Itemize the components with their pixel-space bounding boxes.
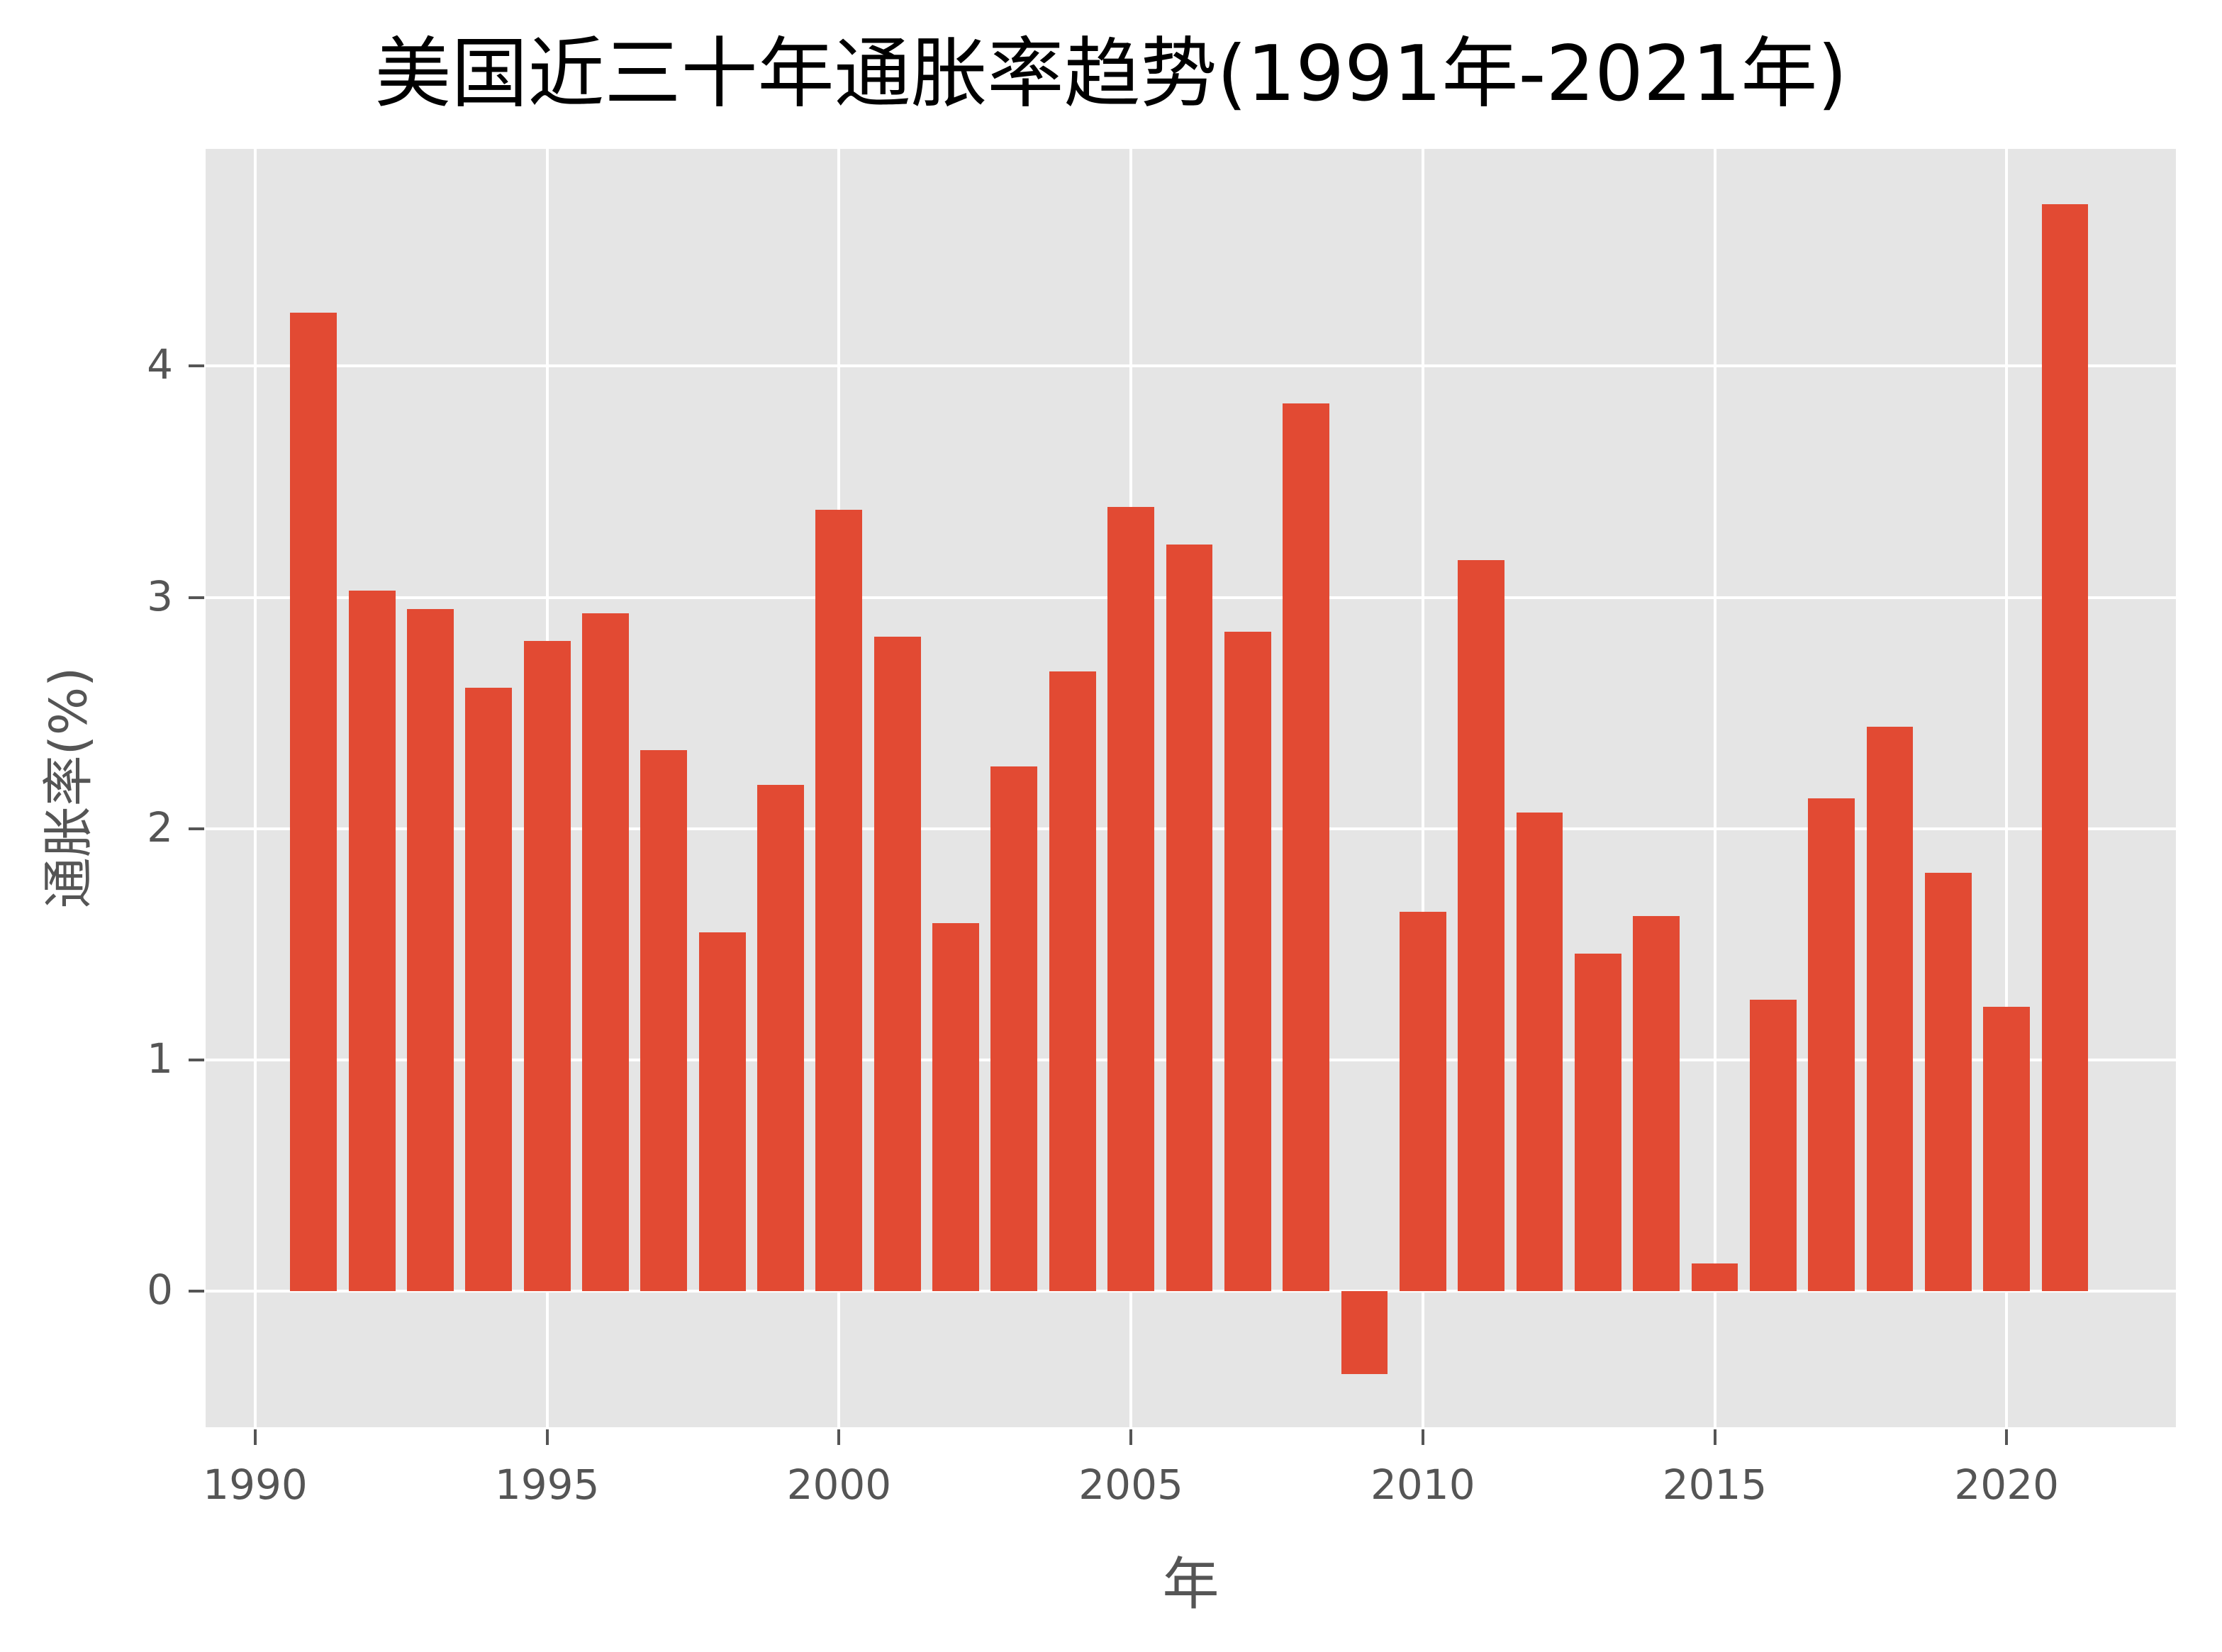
y-tick-label: 2 xyxy=(147,803,173,852)
bar-2017 xyxy=(1808,798,1855,1291)
bar-2005 xyxy=(1107,507,1155,1291)
bar-2010 xyxy=(1399,911,1446,1291)
x-gridline xyxy=(1713,149,1716,1427)
x-tick-mark xyxy=(837,1429,841,1445)
bar-2001 xyxy=(873,636,921,1291)
y-tick-mark xyxy=(189,364,204,368)
x-tick-label: 2015 xyxy=(1662,1461,1768,1509)
y-tick-mark xyxy=(189,1058,204,1061)
x-axis-label: 年 xyxy=(1162,1551,1219,1617)
bar-1994 xyxy=(465,687,513,1291)
y-tick-mark xyxy=(189,596,204,599)
y-tick-label: 0 xyxy=(147,1265,173,1314)
x-tick-label: 2010 xyxy=(1370,1461,1475,1509)
chart-title: 美国近三十年通胀率趋势(1991年-2021年) xyxy=(374,30,1848,118)
bar-2013 xyxy=(1574,953,1621,1291)
plot-area xyxy=(206,149,2176,1427)
x-tick-label: 2005 xyxy=(1078,1461,1183,1509)
y-tick-label: 1 xyxy=(147,1034,173,1083)
x-tick-mark xyxy=(253,1429,257,1445)
bar-2019 xyxy=(1924,872,1972,1291)
x-tick-mark xyxy=(545,1429,549,1445)
bar-2021 xyxy=(2041,204,2089,1291)
bar-1993 xyxy=(407,608,454,1291)
y-tick-mark xyxy=(189,1289,204,1293)
x-gridline xyxy=(253,149,257,1427)
bar-2016 xyxy=(1749,999,1797,1291)
x-tick-mark xyxy=(1421,1429,1424,1445)
bar-1995 xyxy=(523,641,571,1291)
bar-1996 xyxy=(582,613,629,1291)
bar-1999 xyxy=(757,784,804,1291)
bar-2006 xyxy=(1166,544,1213,1291)
y-axis-label: 通胀率(%) xyxy=(38,666,99,909)
bar-2000 xyxy=(815,509,863,1291)
x-tick-mark xyxy=(1713,1429,1716,1445)
bar-2007 xyxy=(1224,632,1271,1291)
x-gridline xyxy=(1421,149,1424,1427)
bar-1998 xyxy=(698,932,746,1291)
bar-2002 xyxy=(932,923,979,1291)
bar-1991 xyxy=(290,313,337,1291)
bar-2020 xyxy=(1983,1006,2031,1291)
x-gridline xyxy=(2005,149,2009,1427)
x-tick-label: 1990 xyxy=(203,1461,308,1509)
y-tick-mark xyxy=(189,827,204,830)
bar-2009 xyxy=(1341,1290,1388,1374)
y-tick-label: 3 xyxy=(147,571,173,620)
bar-2004 xyxy=(1049,671,1096,1291)
bar-2018 xyxy=(1866,727,1914,1291)
y-axis-label-container: 通胀率(%) xyxy=(0,0,128,1652)
x-axis-label-container: 年 xyxy=(0,1539,2222,1621)
bar-2011 xyxy=(1458,560,1505,1291)
bar-2008 xyxy=(1283,403,1330,1291)
y-gridline xyxy=(206,1289,2176,1293)
bar-2015 xyxy=(1691,1263,1738,1291)
bar-1997 xyxy=(640,749,688,1291)
x-tick-label: 2000 xyxy=(786,1461,892,1509)
y-gridline xyxy=(206,364,2176,368)
x-tick-mark xyxy=(2005,1429,2009,1445)
bar-2012 xyxy=(1516,812,1563,1291)
x-tick-label: 1995 xyxy=(494,1461,600,1509)
bar-2014 xyxy=(1633,916,1680,1291)
bar-1992 xyxy=(348,590,396,1291)
x-tick-mark xyxy=(1129,1429,1133,1445)
y-tick-label: 4 xyxy=(147,340,173,389)
x-tick-label: 2020 xyxy=(1954,1461,2059,1509)
bar-2003 xyxy=(990,766,1038,1291)
